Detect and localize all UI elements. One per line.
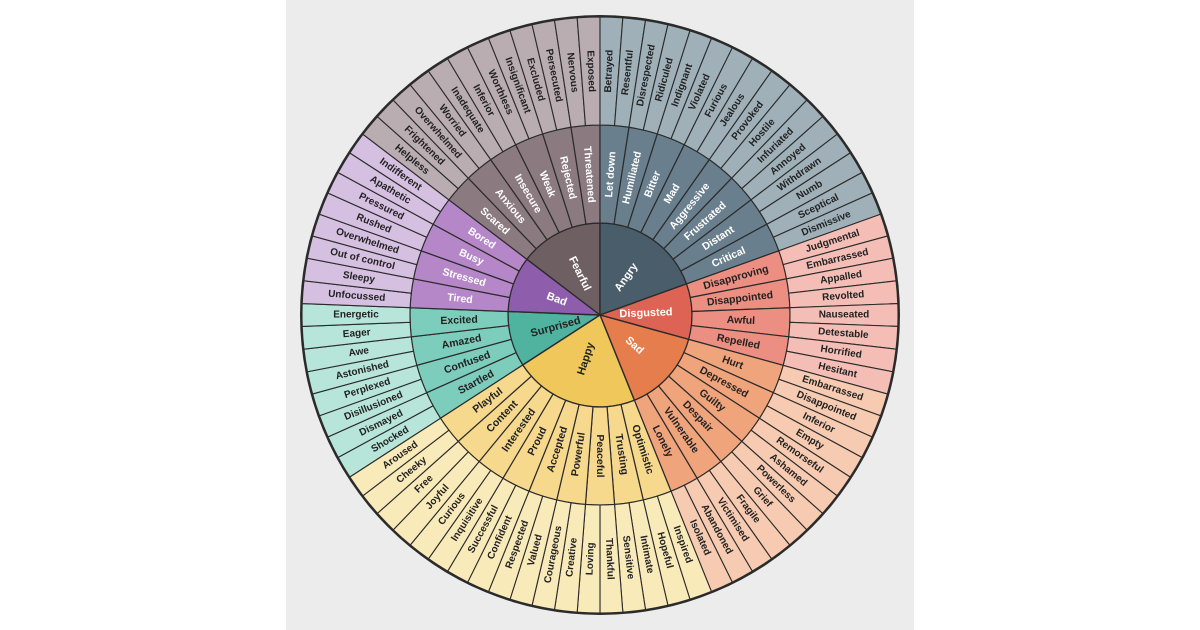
outer-label-unfocussed: Unfocussed <box>328 289 386 304</box>
outer-label-betrayed: Betrayed <box>603 50 616 93</box>
outer-label-sensitive: Sensitive <box>620 535 636 580</box>
middle-label-let-down: Let down <box>603 151 618 198</box>
middle-ring <box>409 124 791 506</box>
outer-label-revolted: Revolted <box>822 289 865 303</box>
feelings-wheel: SurprisedStartledShockedDismayedConfused… <box>300 15 900 615</box>
core-label-disgusted: Disgusted <box>619 306 673 320</box>
product-image-panel: Surprised Startled Shocked Dismayed Confused… <box>286 0 914 630</box>
outer-label-exposed: Exposed <box>584 50 597 92</box>
outer-label-eager: Eager <box>342 327 371 340</box>
middle-label-threatened: Threatened <box>581 146 597 203</box>
outer-label-creative: Creative <box>564 537 580 578</box>
outer-label-sleepy: Sleepy <box>342 270 376 286</box>
middle-label-awful: Awful <box>726 314 755 327</box>
outer-segment-aroused <box>349 417 450 497</box>
outer-label-loving: Loving <box>585 542 597 575</box>
outer-label-nervous: Nervous <box>564 52 580 93</box>
outer-label-resentful: Resentful <box>620 49 636 96</box>
middle-label-tired: Tired <box>447 291 474 306</box>
outer-label-detestable: Detestable <box>818 326 870 341</box>
outer-label-nauseated: Nauseated <box>819 310 870 321</box>
middle-label-excited: Excited <box>440 314 478 327</box>
outer-label-energetic: Energetic <box>333 310 379 321</box>
outer-ring <box>301 16 899 614</box>
outer-label-awe: Awe <box>348 345 370 359</box>
outer-label-thankful: Thankful <box>603 538 616 580</box>
middle-label-peaceful: Peaceful <box>594 434 606 477</box>
